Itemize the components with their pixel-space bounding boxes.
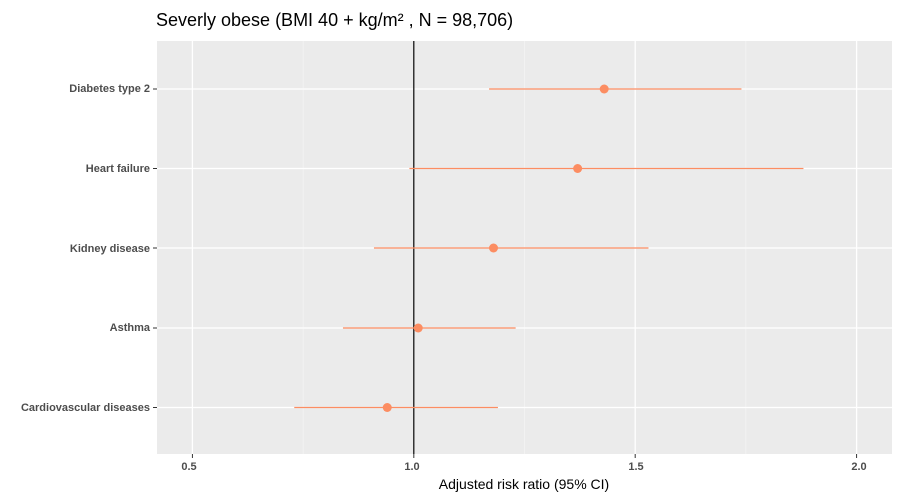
estimate-point: [599, 84, 609, 94]
y-tick-label: Cardiovascular diseases: [21, 402, 150, 414]
estimate-point: [382, 403, 392, 412]
estimate-point: [489, 243, 499, 253]
x-tick-label: 2.0: [851, 461, 866, 473]
x-axis: 0.5 1.0 1.5 2.0: [181, 454, 867, 473]
x-tick-label: 1.0: [404, 461, 419, 473]
x-tick-label: 1.5: [628, 461, 643, 473]
x-tick-label: 0.5: [181, 461, 196, 473]
y-axis: Diabetes type 2 Heart failure Kidney dis…: [21, 83, 157, 414]
estimate-point: [413, 323, 423, 333]
chart-title: Severly obese (BMI 40 + kg/m² , N = 98,7…: [156, 10, 513, 30]
y-tick-label: Kidney disease: [70, 243, 150, 255]
x-axis-label: Adjusted risk ratio (95% CI): [439, 476, 609, 492]
data-marks: [294, 84, 804, 412]
y-tick-label: Heart failure: [86, 163, 150, 175]
y-tick-label: Diabetes type 2: [69, 83, 150, 95]
estimate-point: [573, 164, 583, 173]
y-tick-label: Asthma: [110, 322, 151, 334]
